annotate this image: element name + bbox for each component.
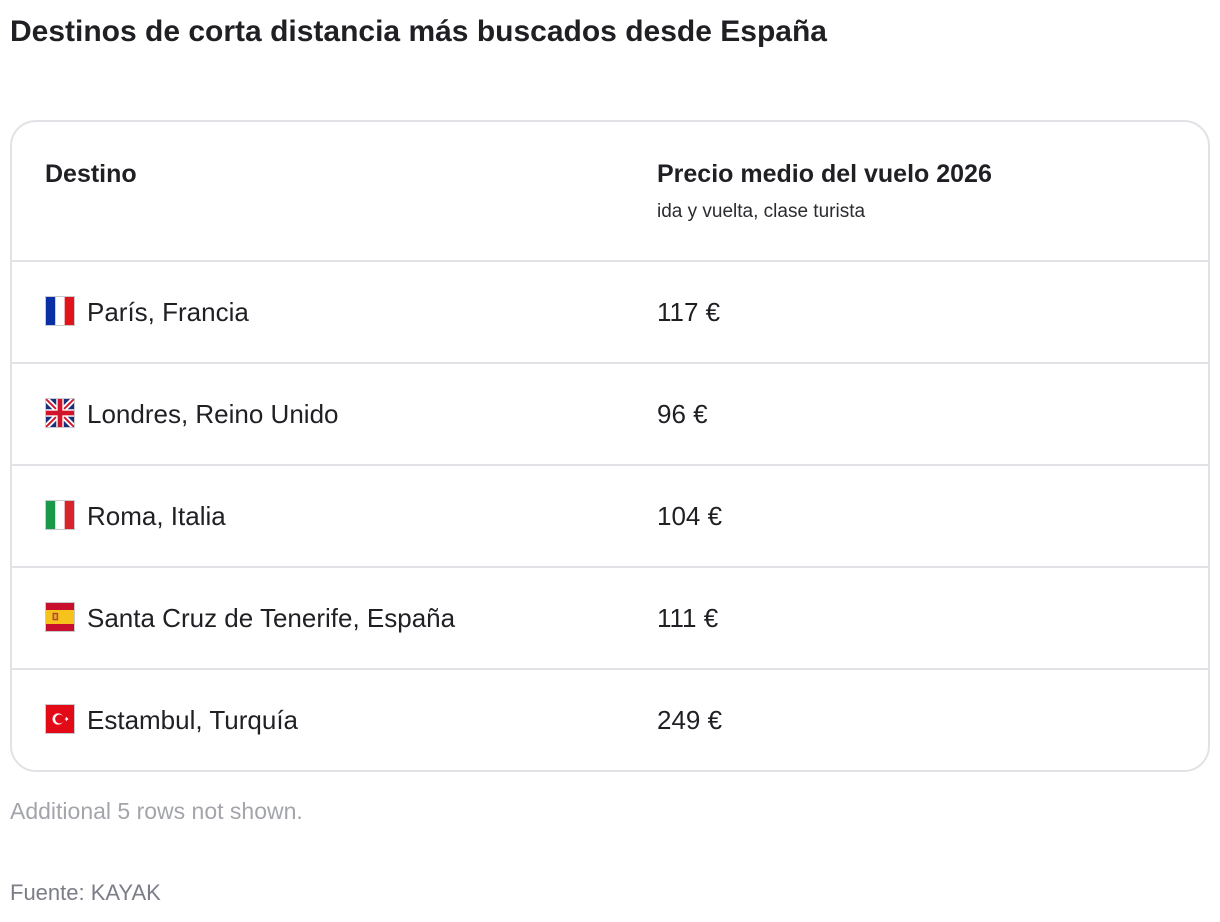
column-header-price-subtitle: ida y vuelta, clase turista: [657, 200, 865, 224]
flight-price: 111 €: [657, 601, 718, 635]
flag-italy-icon: [45, 500, 75, 530]
flight-price: 117 €: [657, 295, 720, 329]
destination-name: Estambul, Turquía: [87, 703, 298, 737]
table-header: Destino Precio medio del vuelo 2026 ida …: [12, 122, 1208, 262]
flight-price: 96 €: [657, 397, 708, 431]
destination-name: París, Francia: [87, 295, 249, 329]
flag-turkey-icon: [45, 704, 75, 734]
table-row: Londres, Reino Unido 96 €: [12, 364, 1208, 466]
source-credit: Fuente: KAYAK: [10, 878, 161, 908]
column-header-destination: Destino: [45, 158, 137, 190]
destination-name: Roma, Italia: [87, 499, 226, 533]
destinations-table: Destino Precio medio del vuelo 2026 ida …: [10, 120, 1210, 772]
table-row: Santa Cruz de Tenerife, España 111 €: [12, 568, 1208, 670]
flag-spain-icon: [45, 602, 75, 632]
table-row: Estambul, Turquía 249 €: [12, 670, 1208, 772]
table-row: París, Francia 117 €: [12, 262, 1208, 364]
destination-name: Santa Cruz de Tenerife, España: [87, 601, 455, 635]
page-title: Destinos de corta distancia más buscados…: [10, 12, 827, 52]
flag-france-icon: [45, 296, 75, 326]
flag-united-kingdom-icon: [45, 398, 75, 428]
column-header-price: Precio medio del vuelo 2026: [657, 158, 992, 190]
destination-name: Londres, Reino Unido: [87, 397, 339, 431]
flight-price: 104 €: [657, 499, 722, 533]
hidden-rows-note: Additional 5 rows not shown.: [10, 796, 303, 826]
flight-price: 249 €: [657, 703, 722, 737]
table-row: Roma, Italia 104 €: [12, 466, 1208, 568]
